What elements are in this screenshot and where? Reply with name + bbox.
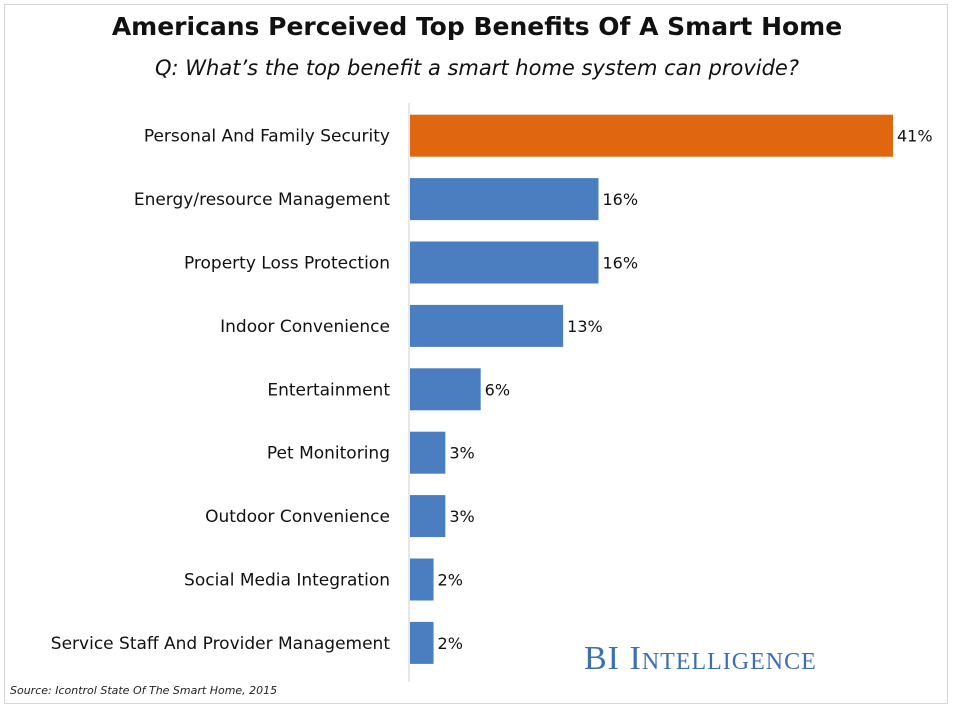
bar xyxy=(410,495,446,538)
category-label: Indoor Convenience xyxy=(220,317,390,337)
chart-subtitle: Q: What’s the top benefit a smart home s… xyxy=(155,56,799,80)
data-label: 2% xyxy=(438,634,463,653)
data-label: 3% xyxy=(449,444,474,463)
bar xyxy=(410,178,599,221)
data-label: 6% xyxy=(485,380,510,399)
category-label: Entertainment xyxy=(267,380,390,400)
category-label: Energy/resource Management xyxy=(134,190,390,210)
bar xyxy=(410,368,481,411)
category-label: Social Media Integration xyxy=(184,571,390,591)
category-label: Property Loss Protection xyxy=(184,254,390,274)
chart-title: Americans Perceived Top Benefits Of A Sm… xyxy=(111,12,843,41)
data-label: 3% xyxy=(449,507,474,526)
data-label: 2% xyxy=(438,571,463,590)
category-label: Pet Monitoring xyxy=(267,444,390,464)
bar xyxy=(410,304,564,347)
data-label: 13% xyxy=(567,317,603,336)
bar xyxy=(410,431,446,474)
category-label: Outdoor Convenience xyxy=(205,507,390,527)
bar xyxy=(410,558,434,601)
data-label: 16% xyxy=(602,190,638,209)
category-label: Personal And Family Security xyxy=(144,127,390,147)
bar xyxy=(410,621,434,664)
bar xyxy=(410,114,893,157)
data-label: 41% xyxy=(897,127,933,146)
chart-frame xyxy=(4,4,948,704)
brand-logo: BI Intelligence xyxy=(584,640,817,677)
bars-group: Personal And Family Security 41% Energy/re… xyxy=(51,103,933,682)
data-label: 16% xyxy=(602,254,638,273)
source-note: Source: Icontrol State Of The Smart Home… xyxy=(10,684,278,697)
bar xyxy=(410,241,599,284)
category-label: Service Staff And Provider Management xyxy=(51,634,391,654)
